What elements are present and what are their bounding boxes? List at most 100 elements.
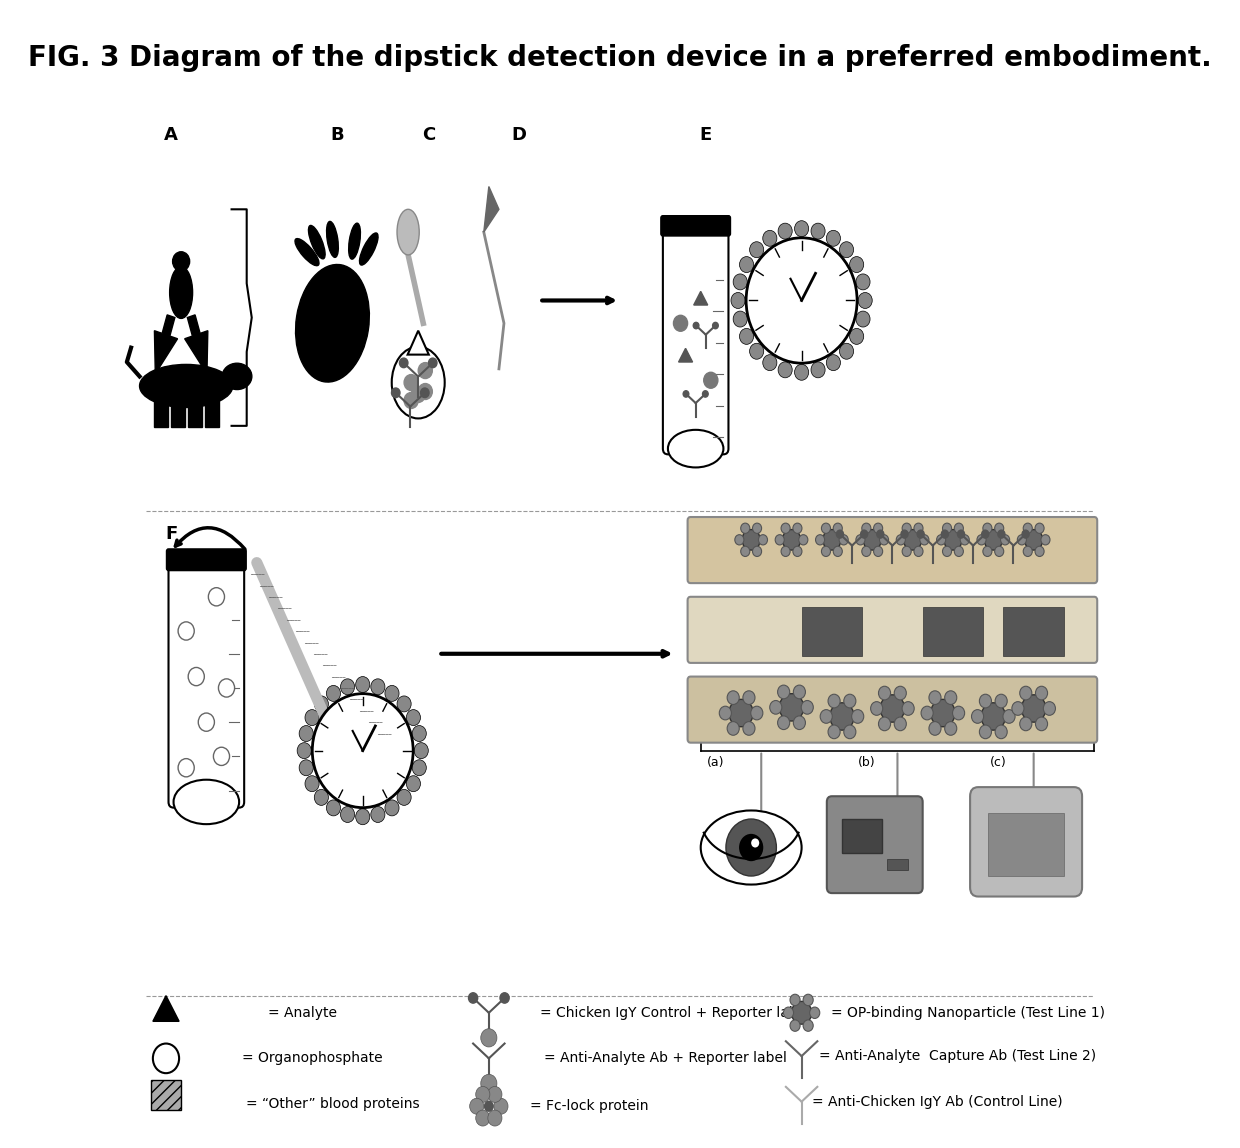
Circle shape — [828, 695, 841, 708]
Circle shape — [901, 701, 914, 715]
Bar — [842, 819, 883, 853]
Circle shape — [759, 535, 768, 545]
Circle shape — [777, 716, 790, 730]
Circle shape — [341, 678, 355, 695]
Circle shape — [739, 257, 754, 272]
Circle shape — [299, 760, 314, 776]
Circle shape — [1040, 535, 1050, 545]
Text: ─────: ───── — [259, 583, 273, 588]
Circle shape — [801, 700, 813, 714]
Circle shape — [843, 726, 856, 738]
Circle shape — [740, 546, 750, 557]
Circle shape — [799, 535, 808, 545]
Circle shape — [198, 713, 215, 731]
Circle shape — [1035, 546, 1044, 557]
Circle shape — [314, 790, 329, 806]
Text: (c): (c) — [990, 755, 1007, 768]
Circle shape — [821, 523, 831, 534]
Circle shape — [476, 1086, 490, 1102]
Circle shape — [305, 709, 319, 726]
Text: = Organophosphate: = Organophosphate — [242, 1052, 383, 1065]
Circle shape — [397, 790, 412, 806]
Text: ─────: ───── — [367, 720, 382, 724]
Circle shape — [1035, 687, 1048, 700]
FancyArrow shape — [155, 315, 177, 374]
Circle shape — [777, 362, 792, 378]
Circle shape — [971, 709, 983, 723]
Text: C: C — [422, 126, 435, 145]
Text: ─────: ───── — [350, 697, 363, 701]
Circle shape — [1023, 546, 1032, 557]
Circle shape — [314, 696, 329, 712]
Circle shape — [816, 535, 825, 545]
Circle shape — [945, 722, 957, 735]
Circle shape — [960, 535, 970, 545]
Circle shape — [392, 388, 401, 397]
Circle shape — [1043, 701, 1055, 715]
Circle shape — [412, 760, 427, 776]
Circle shape — [740, 523, 750, 534]
Text: ─────: ───── — [358, 708, 373, 713]
Circle shape — [727, 722, 739, 735]
Circle shape — [412, 387, 425, 403]
Circle shape — [735, 535, 744, 545]
Bar — [988, 813, 1064, 876]
Text: = Anti-Analyte Ab + Reporter label: = Anti-Analyte Ab + Reporter label — [544, 1052, 787, 1065]
Text: (a): (a) — [707, 755, 724, 768]
Circle shape — [858, 293, 872, 309]
Circle shape — [1035, 718, 1048, 731]
Circle shape — [921, 706, 934, 720]
Circle shape — [743, 691, 755, 705]
Circle shape — [781, 546, 790, 557]
Circle shape — [703, 390, 708, 397]
Circle shape — [794, 716, 806, 730]
Circle shape — [821, 546, 831, 557]
Circle shape — [920, 535, 929, 545]
Circle shape — [1019, 718, 1032, 731]
Circle shape — [770, 700, 782, 714]
Circle shape — [944, 529, 962, 550]
Bar — [171, 393, 185, 427]
Circle shape — [985, 529, 1002, 550]
Circle shape — [750, 706, 763, 720]
Text: ─────: ───── — [377, 731, 391, 736]
Circle shape — [856, 535, 866, 545]
Circle shape — [849, 257, 864, 272]
Ellipse shape — [174, 779, 239, 824]
Circle shape — [878, 718, 890, 731]
Circle shape — [942, 523, 951, 534]
Text: = Chicken IgY Control + Reporter label: = Chicken IgY Control + Reporter label — [541, 1006, 811, 1019]
Text: A: A — [164, 126, 179, 145]
Circle shape — [863, 529, 882, 550]
Text: = OP-binding Nanoparticle (Test Line 1): = OP-binding Nanoparticle (Test Line 1) — [831, 1006, 1105, 1019]
Ellipse shape — [392, 347, 445, 418]
Circle shape — [356, 676, 370, 692]
Circle shape — [725, 819, 776, 876]
Circle shape — [777, 685, 790, 699]
Text: = Anti-Analyte  Capture Ab (Test Line 2): = Anti-Analyte Capture Ab (Test Line 2) — [820, 1049, 1096, 1063]
Text: ─────: ───── — [331, 674, 346, 680]
FancyBboxPatch shape — [970, 788, 1083, 897]
Circle shape — [903, 546, 911, 557]
Circle shape — [856, 311, 870, 327]
Circle shape — [500, 993, 510, 1003]
Circle shape — [983, 546, 992, 557]
Circle shape — [879, 535, 889, 545]
Circle shape — [481, 1075, 497, 1093]
Circle shape — [826, 355, 841, 371]
Circle shape — [751, 838, 759, 847]
Circle shape — [179, 622, 195, 641]
Text: (b): (b) — [858, 755, 875, 768]
Circle shape — [856, 274, 870, 290]
Circle shape — [733, 274, 748, 290]
Bar — [151, 1080, 181, 1110]
Circle shape — [833, 523, 842, 534]
Text: ─────: ───── — [249, 572, 264, 576]
Circle shape — [795, 364, 808, 380]
Circle shape — [996, 695, 1007, 708]
Circle shape — [733, 311, 748, 327]
Ellipse shape — [701, 810, 801, 885]
Circle shape — [179, 759, 195, 777]
Circle shape — [996, 726, 1007, 738]
Circle shape — [929, 722, 941, 735]
